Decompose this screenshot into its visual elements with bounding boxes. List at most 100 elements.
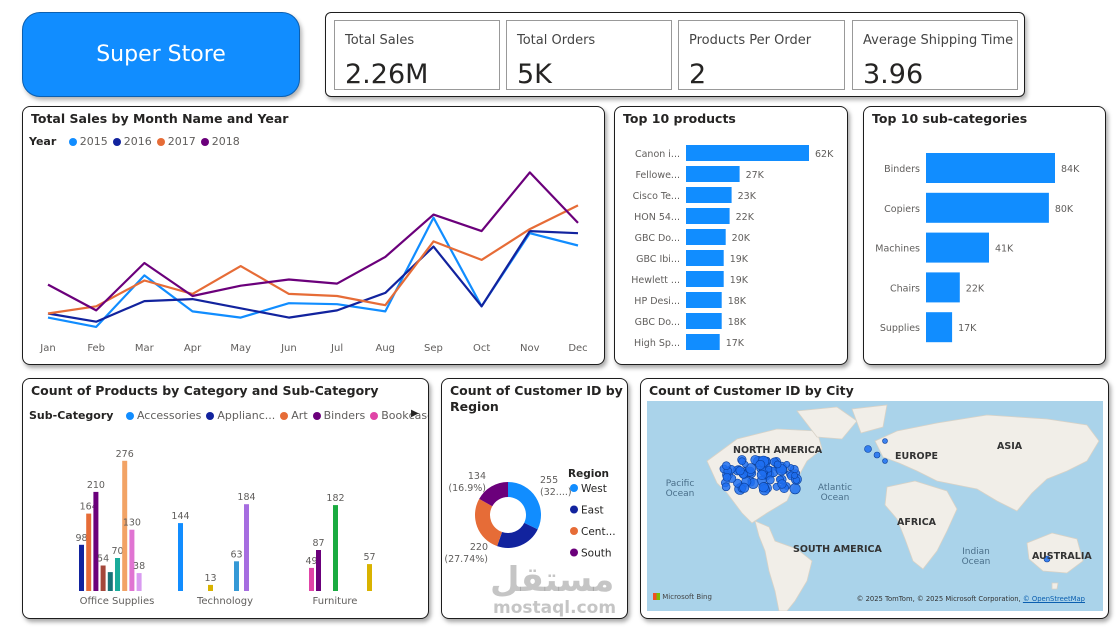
- legend-dot-icon: [570, 484, 578, 492]
- kpi-card-products-per-order[interactable]: Products Per Order 2: [678, 20, 845, 90]
- legend-item[interactable]: 2017: [152, 135, 196, 148]
- category-chart-panel[interactable]: Count of Products by Category and Sub-Ca…: [22, 378, 429, 619]
- top-subcategories-panel[interactable]: Top 10 sub-categories Binders 84K Copiers 8…: [863, 106, 1106, 365]
- legend-item[interactable]: 2016: [108, 135, 152, 148]
- world-map[interactable]: NORTH AMERICA EUROPE ASIA AFRICA SOUTH A…: [647, 401, 1103, 611]
- city-bubble: [882, 458, 888, 464]
- legend-next-arrow-icon[interactable]: ▶: [411, 408, 419, 419]
- copyright-text: © 2025 TomTom, © 2025 Microsoft Corporat…: [856, 595, 1021, 603]
- x-tick-label: Furniture: [313, 596, 358, 607]
- bar: [686, 334, 720, 350]
- data-label: 87: [312, 538, 324, 549]
- kpi-label: Total Sales: [345, 33, 415, 48]
- bar: [926, 312, 953, 343]
- legend-dot-icon: [570, 527, 578, 535]
- bar: [122, 460, 128, 591]
- chart-title-line1: Count of Customer ID by: [450, 383, 623, 398]
- kpi-card-total-sales[interactable]: Total Sales 2.26M: [334, 20, 500, 90]
- data-label: 182: [326, 493, 344, 504]
- kpi-value: 3.96: [863, 59, 924, 90]
- series-line-2018: [47, 171, 579, 312]
- data-label: 19K: [730, 275, 749, 286]
- data-label: 18K: [728, 296, 747, 307]
- kpi-label: Total Orders: [517, 33, 596, 48]
- city-bubbles: [719, 438, 1051, 563]
- legend-item[interactable]: Art: [275, 409, 308, 422]
- legend-dot-icon: [156, 138, 165, 146]
- region-donut-chart[interactable]: 255(32....) 220(27.74%) 134(16.9%) Region We…: [442, 379, 628, 619]
- city-bubble: [756, 469, 767, 480]
- city-bubble: [791, 472, 798, 479]
- bar: [686, 250, 724, 266]
- data-label: 23K: [738, 191, 757, 202]
- openstreetmap-link[interactable]: © OpenStreetMap: [1022, 595, 1085, 603]
- legend-item[interactable]: Bookcases: [365, 409, 428, 422]
- data-label: 70: [111, 546, 123, 557]
- data-label: 98: [75, 533, 87, 544]
- bar: [926, 232, 989, 263]
- chart-title: Count of Customer ID by Region: [450, 383, 623, 415]
- city-bubble: [735, 466, 745, 476]
- x-tick-label: Mar: [135, 343, 155, 354]
- legend-item[interactable]: Accessories: [121, 409, 201, 422]
- x-tick-label: Dec: [568, 343, 587, 354]
- x-tick-label: Sep: [424, 343, 443, 354]
- kpi-value: 5K: [517, 59, 552, 90]
- city-bubble: [882, 438, 888, 444]
- legend-item[interactable]: 2015: [64, 135, 108, 148]
- top-subcategories-bar-chart[interactable]: Binders 84K Copiers 80K Machines 41K Chairs 22K…: [864, 107, 1106, 365]
- bar: [926, 153, 1055, 183]
- kpi-label: Products Per Order: [689, 33, 812, 48]
- bar: [178, 523, 183, 591]
- bar: [93, 491, 99, 591]
- data-label: 276: [116, 449, 134, 460]
- kpi-card-total-orders[interactable]: Total Orders 5K: [506, 20, 672, 90]
- x-tick-label: May: [230, 343, 251, 354]
- chart-legend[interactable]: Sub-Category Accessories Applianc... Art Bi…: [29, 409, 428, 422]
- city-bubble: [765, 465, 773, 473]
- city-map-panel[interactable]: Count of Customer ID by City NORTH A: [640, 378, 1109, 619]
- top-products-bar-chart[interactable]: Canon i... 62K Fellowe... 27K Cisco Te... 23K…: [615, 107, 848, 365]
- city-bubble: [758, 482, 769, 493]
- data-label: 13: [204, 573, 216, 584]
- legend-label: South: [581, 548, 612, 560]
- category-label: GBC Do...: [635, 317, 680, 328]
- category-label: HON 54...: [634, 212, 680, 223]
- legend-item[interactable]: Binders: [308, 409, 365, 422]
- donut-slice-West: [508, 482, 541, 530]
- legend-item[interactable]: 2018: [196, 135, 240, 148]
- bar: [234, 561, 239, 591]
- label-europe: EUROPE: [895, 451, 939, 462]
- chart-legend[interactable]: Year 2015 2016 2017 2018: [29, 135, 240, 148]
- x-tick-label: Technology: [196, 596, 253, 607]
- legend-label: Bookcases: [381, 409, 428, 422]
- category-label: HP Desi...: [634, 296, 680, 307]
- region-donut-panel[interactable]: Count of Customer ID by Region 255 (32...…: [441, 378, 628, 619]
- label-asia: ASIA: [997, 441, 1023, 452]
- chart-title: Count of Products by Category and Sub-Ca…: [31, 383, 379, 398]
- legend-item[interactable]: Applianc...: [201, 409, 275, 422]
- bar: [926, 272, 960, 303]
- data-label: 18K: [728, 317, 747, 328]
- data-label: 17K: [958, 323, 977, 334]
- legend-title: Sub-Category: [29, 409, 114, 422]
- category-label: Copiers: [884, 204, 920, 215]
- city-bubble: [733, 478, 742, 488]
- top-products-panel[interactable]: Top 10 products Canon i... 62K Fellowe... 2…: [614, 106, 848, 365]
- kpi-card-average-shipping-time[interactable]: Average Shipping Time 3.96: [852, 20, 1018, 90]
- bar: [208, 584, 213, 591]
- bar: [367, 564, 372, 591]
- kpi-strip: Total Sales 2.26M Total Orders 5K Produc…: [325, 12, 1025, 97]
- data-label: 41K: [995, 244, 1014, 255]
- chart-title-line2: Region: [450, 399, 499, 414]
- data-label: 49: [305, 556, 317, 567]
- line-chart-plot[interactable]: Jan Feb Mar Apr May Jun Jul Aug Sep Oct Nov Dec: [23, 107, 605, 365]
- chart-title: Top 10 products: [623, 111, 736, 126]
- category-label: Cisco Te...: [633, 191, 680, 202]
- bing-logo: Microsoft Bing: [653, 593, 712, 601]
- kpi-value: 2.26M: [345, 59, 429, 90]
- sales-line-chart-panel[interactable]: Total Sales by Month Name and Year Year …: [22, 106, 605, 365]
- data-label: 63: [230, 549, 242, 560]
- bar: [129, 529, 135, 591]
